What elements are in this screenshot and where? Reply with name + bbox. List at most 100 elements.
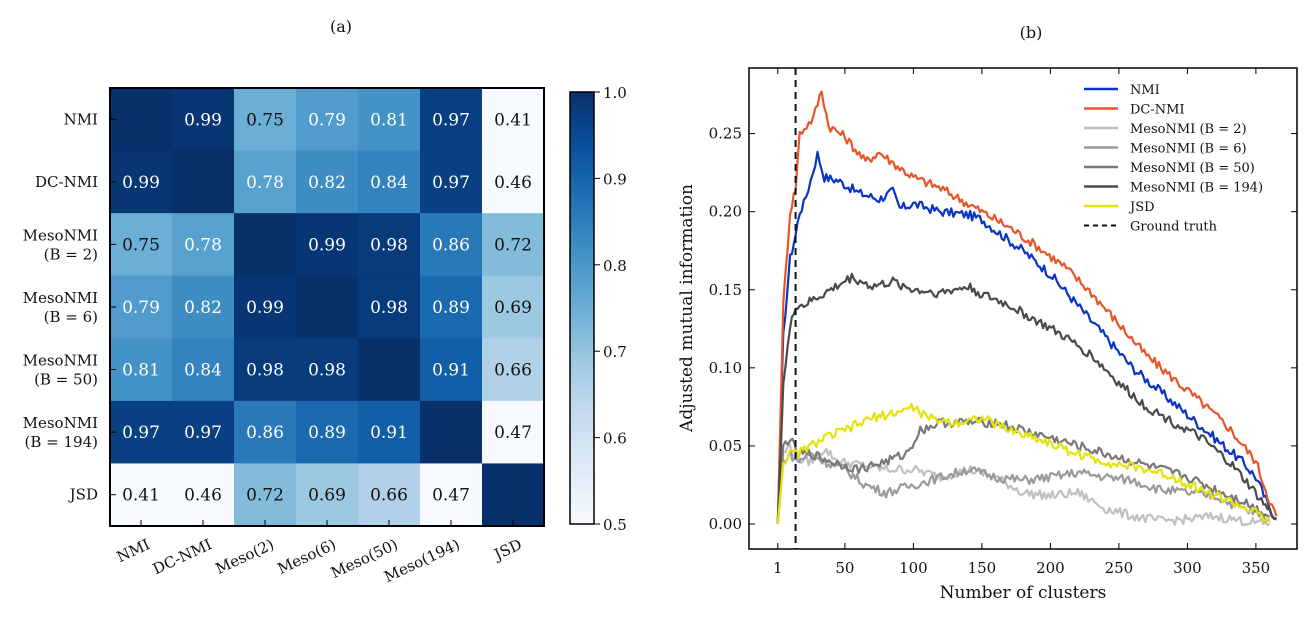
legend-label: MesoNMI (B = 194) <box>1130 181 1263 196</box>
y-tick-label: 0.25 <box>709 125 742 143</box>
y-tick-label: 0.05 <box>709 437 742 455</box>
heatmap-cell-label: 0.75 <box>246 110 284 130</box>
heatmap-cell-label: 0.97 <box>432 173 470 193</box>
y-axis-title: Adjusted mutual information <box>677 184 697 433</box>
heatmap-cell <box>110 88 173 152</box>
heatmap-cell-label: 0.46 <box>184 486 222 506</box>
x-tick-label: 350 <box>1242 559 1271 577</box>
heatmap-row-label: MesoNMI (B = 194) <box>23 414 98 451</box>
x-tick-label: 250 <box>1105 559 1134 577</box>
heatmap-cell <box>296 338 359 402</box>
heatmap-cell <box>482 400 545 465</box>
heatmap-cell-label: 0.72 <box>494 235 532 255</box>
series-line <box>776 90 1278 525</box>
heatmap-row-label-line: MesoNMI <box>23 352 98 370</box>
heatmap-cell-label: 0.99 <box>122 173 160 193</box>
heatmap-col-label: DC-NMI <box>150 535 215 578</box>
heatmap-col-label: NMI <box>114 535 153 566</box>
heatmap-cell-label: 0.47 <box>432 486 470 506</box>
heatmap-cell-label: 0.97 <box>184 423 222 443</box>
heatmap-cell-label: 0.86 <box>246 423 284 443</box>
heatmap-cell <box>172 275 235 339</box>
heatmap-cell-label: 0.41 <box>122 486 160 506</box>
heatmap-row-label: NMI <box>64 110 98 128</box>
heatmap-cell-label: 0.98 <box>308 361 346 381</box>
heatmap-cells: 0.99 0.75 0.79 0.81 0.97 0.41 0.99 0.78 0.82 0.84… <box>110 88 545 527</box>
line-series <box>776 90 1278 527</box>
heatmap-row-label-line: MesoNMI <box>23 226 98 244</box>
heatmap-cell <box>482 275 545 339</box>
heatmap-col-label: JSD <box>490 535 525 564</box>
series-line <box>776 416 1270 525</box>
heatmap-cell-label: 0.69 <box>308 486 346 506</box>
heatmap-cell-label: 0.79 <box>308 110 346 130</box>
heatmap-cell-label: 0.82 <box>184 298 222 318</box>
heatmap-cell <box>482 213 545 277</box>
heatmap-row-label: JSD <box>68 486 98 504</box>
heatmap-cell <box>296 400 359 465</box>
heatmap-cell-label: 0.99 <box>184 110 222 130</box>
heatmap-cell-label: 0.47 <box>494 423 532 443</box>
x-tick-label: 300 <box>1173 559 1202 577</box>
colorbar-tick-label: 0.6 <box>603 430 627 448</box>
heatmap-row-label: DC-NMI <box>35 173 98 191</box>
heatmap-cell <box>420 400 483 465</box>
series-line <box>776 444 1271 527</box>
heatmap-cell <box>172 213 235 277</box>
x-axis-title: Number of clusters <box>940 583 1107 603</box>
heatmap-cell <box>482 338 545 402</box>
heatmap-cell <box>110 338 173 402</box>
heatmap-cell <box>358 213 421 277</box>
legend-label: NMI <box>1130 83 1160 98</box>
heatmap-cell <box>296 463 359 527</box>
plot-frame <box>748 67 1298 550</box>
heatmap-cell <box>234 213 297 277</box>
legend-label: MesoNMI (B = 6) <box>1130 142 1247 157</box>
heatmap-row-label: MesoNMI (B = 2) <box>23 226 98 263</box>
heatmap-cell <box>296 88 359 152</box>
heatmap-cell <box>482 463 545 527</box>
heatmap-row-label-line: MesoNMI <box>23 414 98 432</box>
heatmap-panel: (a) 0.99 0.75 0.79 0.81 0.97 0.41 0.99 0.78 0.82… <box>23 17 627 586</box>
colorbar-tick-label: 0.9 <box>603 170 627 188</box>
heatmap-cell <box>358 275 421 339</box>
heatmap-cell <box>358 150 421 214</box>
heatmap-cell <box>296 275 359 339</box>
heatmap-cell-label: 0.86 <box>432 235 470 255</box>
y-axis-ticks: 0.00 0.05 0.10 0.15 0.20 0.25 <box>709 125 1297 533</box>
heatmap-cell <box>420 88 483 152</box>
heatmap-cell <box>110 463 173 527</box>
heatmap-cell <box>234 338 297 402</box>
heatmap-cell-label: 0.91 <box>432 361 470 381</box>
heatmap-cell <box>420 150 483 214</box>
heatmap-cell <box>296 150 359 214</box>
heatmap-row-label: MesoNMI (B = 50) <box>23 352 98 389</box>
heatmap-cell <box>420 338 483 402</box>
colorbar-ticks: 0.5 0.6 0.7 0.8 0.9 1.0 <box>594 84 627 534</box>
heatmap-cell <box>358 400 421 465</box>
heatmap-cell-label: 0.81 <box>370 110 408 130</box>
heatmap-cell-label: 0.69 <box>494 298 532 318</box>
heatmap-cell-label: 0.75 <box>122 235 160 255</box>
heatmap-cell-label: 0.97 <box>122 423 160 443</box>
heatmap-cell-label: 0.82 <box>308 173 346 193</box>
heatmap-cell-label: 0.98 <box>370 235 408 255</box>
line-panel: (b) 1 50 100 150 200 250 300 350 0.000.050.100.… <box>677 23 1298 603</box>
x-tick-label: 100 <box>899 559 928 577</box>
heatmap-cell <box>296 213 359 277</box>
heatmap-cell <box>420 213 483 277</box>
heatmap-cell-label: 0.99 <box>308 235 346 255</box>
heatmap-cell <box>172 338 235 402</box>
legend-label: Ground truth <box>1130 220 1218 235</box>
heatmap-cell <box>420 463 483 527</box>
heatmap-cell <box>358 463 421 527</box>
heatmap-cell <box>110 275 173 339</box>
colorbar <box>569 91 595 525</box>
heatmap-col-labels: NMIDC-NMIMeso(2)Meso(6)Meso(50)Meso(194)… <box>114 520 525 586</box>
heatmap-cell <box>172 150 235 214</box>
heatmap-cell-label: 0.41 <box>494 110 532 130</box>
panel-a-label: (a) <box>330 17 352 36</box>
heatmap-cell-label: 0.46 <box>494 173 532 193</box>
